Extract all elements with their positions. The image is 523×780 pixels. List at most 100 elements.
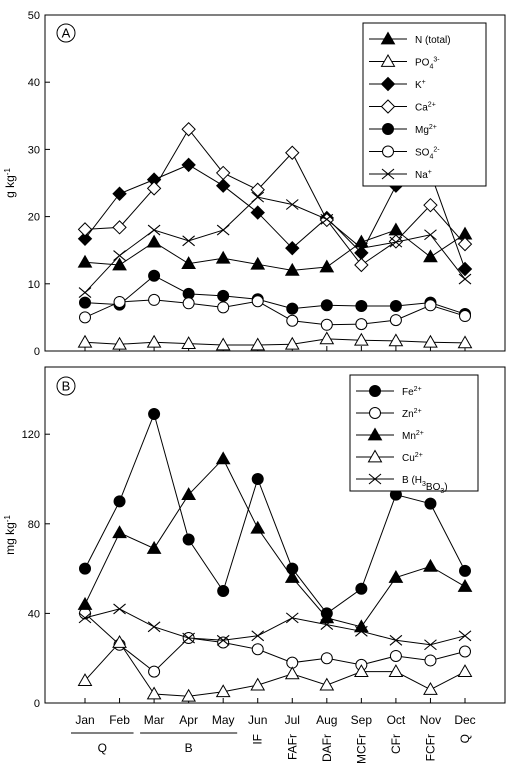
y-tick-label: 30 <box>28 144 40 156</box>
series-line <box>84 613 466 673</box>
data-point <box>459 564 471 577</box>
data-point <box>285 199 299 210</box>
data-point <box>284 570 300 583</box>
data-point <box>251 473 264 485</box>
data-point <box>113 495 126 508</box>
x-tick-label: Oct <box>387 713 406 727</box>
stage-label: IF <box>251 734 265 745</box>
data-point <box>457 335 473 349</box>
data-point <box>320 619 334 631</box>
x-tick-label: Feb <box>109 713 130 727</box>
y-tick-label: 120 <box>22 429 40 441</box>
data-point <box>423 682 438 695</box>
legend-entry: Mg2+ <box>369 123 437 136</box>
data-point <box>77 596 93 610</box>
data-point <box>181 122 196 137</box>
data-point <box>320 652 333 665</box>
data-point <box>182 235 195 247</box>
y-axis-label: g kg-1 <box>3 168 17 198</box>
panel-label-circle <box>56 376 76 396</box>
series-line <box>84 608 466 646</box>
data-point <box>148 293 161 306</box>
data-point <box>146 686 162 700</box>
data-point <box>286 302 299 315</box>
data-point <box>112 525 127 539</box>
x-tick-label: Apr <box>179 713 198 727</box>
data-point <box>458 630 472 642</box>
data-point <box>286 314 299 327</box>
legend-label: Mg2+ <box>415 124 437 136</box>
x-tick-label: Jan <box>75 713 94 727</box>
data-point <box>112 257 127 271</box>
y-tick-label: 40 <box>28 77 40 89</box>
data-point <box>251 191 265 203</box>
panel-a: 0 10 20 30 40 50 g kg-1 A N (total) PO43- K+ Ca2+ Mg… <box>3 10 506 358</box>
data-point <box>113 603 126 615</box>
data-point <box>355 318 368 331</box>
stage-label: FAFr <box>285 734 299 760</box>
x-tick-label: Aug <box>316 713 337 727</box>
series-line <box>84 128 466 266</box>
data-point <box>181 336 196 349</box>
plot-frame <box>44 366 506 704</box>
data-point <box>77 334 93 348</box>
data-point <box>250 256 266 270</box>
data-point <box>284 336 300 350</box>
series-line <box>84 196 466 293</box>
legend-marker <box>381 168 395 180</box>
data-point <box>77 222 93 237</box>
stage-label: CFr <box>389 734 403 754</box>
series <box>77 635 473 702</box>
data-point <box>355 582 368 595</box>
legend-marker <box>380 76 396 92</box>
series <box>77 122 473 273</box>
stage-label: Q <box>98 741 107 755</box>
y-tick-label: 0 <box>34 346 40 358</box>
data-point <box>182 533 195 546</box>
legend-marker <box>382 123 394 135</box>
legend-label: Mn2+ <box>402 430 424 442</box>
x-tick-label: Sep <box>351 713 373 727</box>
legend-label: Cu2+ <box>402 452 423 464</box>
legend-entry: N (total) <box>369 31 451 46</box>
data-point <box>181 157 196 173</box>
data-point <box>78 612 92 624</box>
data-point <box>354 234 369 248</box>
data-point <box>459 310 471 323</box>
data-point <box>457 579 473 592</box>
legend-entry: Cu2+ <box>356 449 423 464</box>
data-point <box>148 665 161 678</box>
y-tick-label: 80 <box>28 519 40 531</box>
data-point <box>424 299 437 312</box>
data-point <box>354 664 369 678</box>
data-point <box>181 487 196 501</box>
data-point <box>424 639 437 651</box>
data-point <box>112 336 127 350</box>
data-point <box>355 299 368 312</box>
data-point <box>389 649 402 662</box>
data-point <box>77 231 93 246</box>
data-point <box>423 558 438 572</box>
x-tick-label: Dec <box>454 713 475 727</box>
legend-label: PO43- <box>415 57 440 71</box>
data-point <box>423 197 438 213</box>
legend-marker <box>382 145 394 158</box>
legend-entry: Na+ <box>369 168 432 181</box>
legend-marker <box>380 99 396 114</box>
panel-label: B <box>62 379 71 394</box>
data-point <box>77 673 93 686</box>
data-point <box>459 645 471 658</box>
series <box>79 269 471 321</box>
data-point <box>217 301 230 314</box>
legend-marker <box>369 407 381 419</box>
y-tick-label: 20 <box>28 212 40 224</box>
data-point <box>113 250 126 261</box>
legend-label: Na+ <box>415 169 432 181</box>
data-point <box>181 688 196 702</box>
data-point <box>216 634 230 646</box>
series-line <box>84 275 466 315</box>
data-point <box>320 213 334 225</box>
data-point <box>146 234 162 248</box>
data-point <box>251 295 264 308</box>
